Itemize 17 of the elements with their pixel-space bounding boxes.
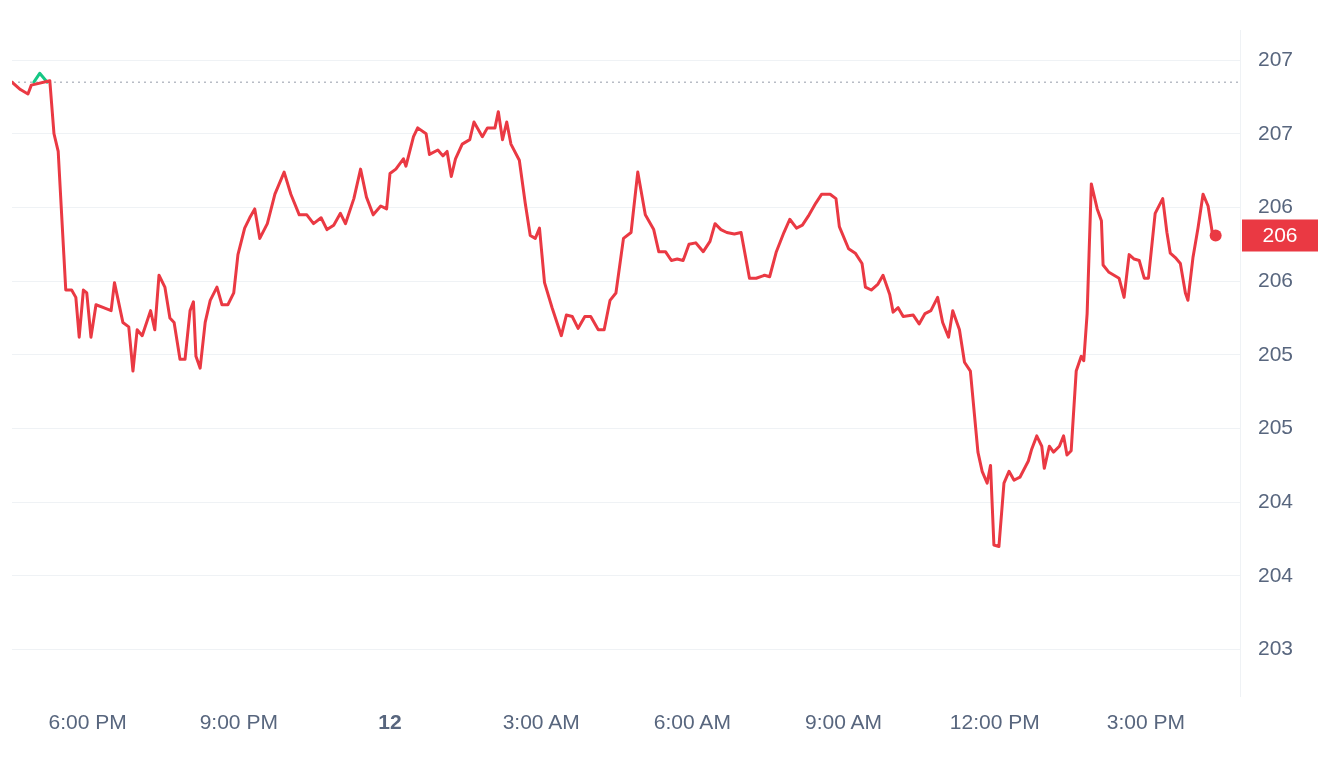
x-tick-label: 6:00 PM bbox=[48, 710, 127, 734]
y-tick-label: 205 bbox=[1258, 341, 1294, 365]
y-tick-label: 207 bbox=[1258, 120, 1294, 144]
x-tick-label: 9:00 AM bbox=[805, 710, 883, 734]
y-tick-label: 207 bbox=[1258, 46, 1294, 70]
y-tick-label: 203 bbox=[1258, 636, 1294, 660]
y-tick-label: 205 bbox=[1258, 415, 1294, 439]
x-tick-label: 6:00 AM bbox=[653, 710, 731, 734]
x-tick-label: 3:00 AM bbox=[502, 710, 580, 734]
x-tick-label: 9:00 PM bbox=[199, 710, 278, 734]
y-tick-label: 204 bbox=[1258, 489, 1294, 513]
x-tick-label: 12 bbox=[378, 710, 402, 734]
x-tick-label: 12:00 PM bbox=[949, 710, 1040, 734]
x-tick-label: 3:00 PM bbox=[1106, 710, 1186, 734]
y-tick-label: 204 bbox=[1258, 562, 1294, 586]
y-tick-label: 206 bbox=[1258, 194, 1294, 218]
y-tick-label: 206 bbox=[1258, 267, 1294, 291]
